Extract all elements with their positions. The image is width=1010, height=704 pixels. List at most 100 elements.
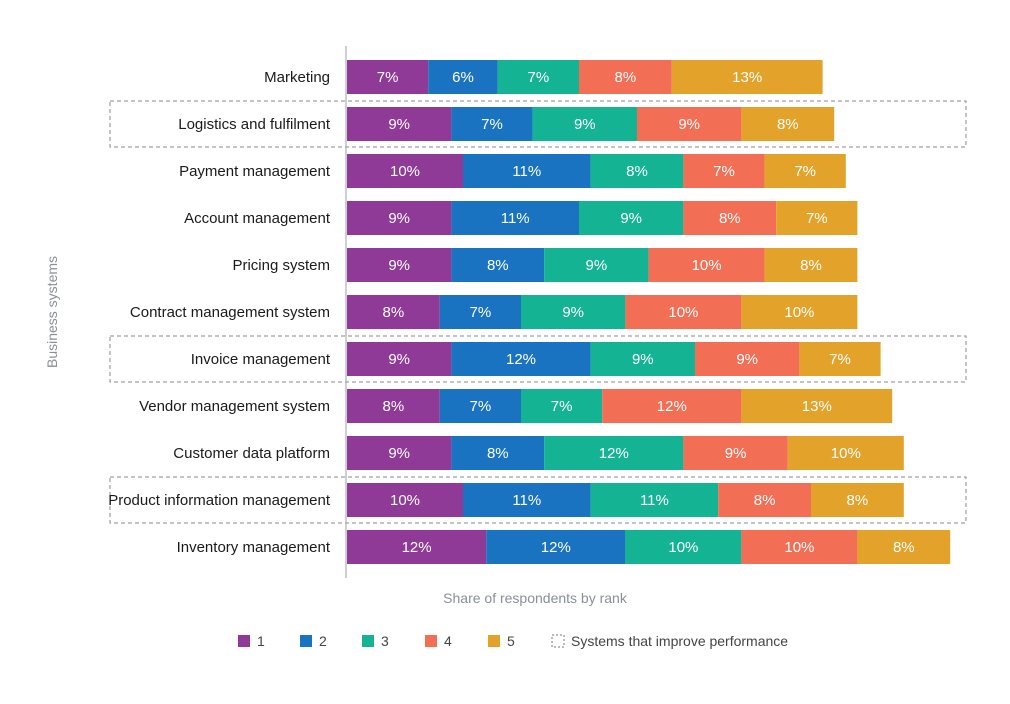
data-label: 9%	[388, 445, 410, 462]
data-label: 12%	[402, 539, 432, 556]
category-label: Customer data platform	[173, 445, 330, 462]
bar-segment	[637, 107, 742, 141]
data-label: 11%	[512, 492, 541, 509]
data-label: 7%	[377, 69, 399, 86]
bar-segment	[497, 60, 579, 94]
bar-segment	[521, 295, 626, 329]
category-label: Marketing	[264, 69, 330, 86]
bar-segment	[625, 530, 742, 564]
bar-segment	[347, 342, 452, 376]
category-label: Invoice management	[191, 351, 331, 368]
data-label: 9%	[388, 351, 410, 368]
bar-segment	[451, 342, 591, 376]
bar-segment	[741, 295, 858, 329]
highlight-box	[109, 335, 967, 383]
data-label: 8%	[893, 539, 915, 556]
bar-segment	[741, 389, 893, 423]
bar-segment	[764, 154, 846, 188]
legend-swatch	[362, 635, 374, 647]
bar-segment	[683, 436, 788, 470]
bar-segment	[741, 107, 835, 141]
bars: 7% 6% 7% 8% 13% 9% 7% 9% 9% 8% 10% 11% 8% 7% 7% 9% 11% 9%…	[347, 60, 951, 564]
data-label: 7%	[713, 163, 735, 180]
bar-segment	[463, 483, 591, 517]
data-label: 8%	[847, 492, 869, 509]
bar-segment	[776, 201, 858, 235]
bar-segment	[347, 295, 440, 329]
data-label: 10%	[390, 163, 420, 180]
category-label: Inventory management	[177, 539, 331, 556]
bar-segment	[579, 60, 672, 94]
data-label: 13%	[802, 398, 832, 415]
bar-segment	[347, 530, 487, 564]
bar-segment	[347, 248, 452, 282]
data-label: 10%	[668, 539, 698, 556]
data-label: 11%	[501, 210, 530, 227]
bar-segment	[590, 342, 695, 376]
data-label: 9%	[388, 116, 410, 133]
data-label: 9%	[574, 116, 596, 133]
bar-segment	[347, 107, 452, 141]
data-label: 12%	[599, 445, 629, 462]
bar-segment	[347, 60, 429, 94]
data-label: 7%	[481, 116, 503, 133]
data-label: 8%	[777, 116, 799, 133]
data-label: 10%	[390, 492, 420, 509]
highlight-box	[109, 100, 967, 148]
data-label: 7%	[528, 69, 550, 86]
legend-label: 4	[444, 633, 452, 649]
bar-segment	[347, 201, 452, 235]
bar-segment	[463, 154, 591, 188]
bar-segment	[439, 295, 521, 329]
x-axis-title: Share of respondents by rank	[443, 590, 628, 606]
bar-segment	[451, 436, 545, 470]
data-label: 8%	[754, 492, 776, 509]
bar-segment	[532, 107, 637, 141]
bar-segment	[347, 389, 440, 423]
data-label: 8%	[615, 69, 637, 86]
bar-segment	[521, 389, 603, 423]
category-label: Logistics and fulfilment	[178, 116, 331, 133]
bar-segment	[579, 201, 684, 235]
bar-segment	[544, 248, 649, 282]
data-label: 10%	[831, 445, 861, 462]
bar-segment	[428, 60, 498, 94]
data-label: 10%	[784, 304, 814, 321]
bar-segment	[787, 436, 904, 470]
data-label: 8%	[800, 257, 822, 274]
legend-swatch	[238, 635, 250, 647]
data-label: 9%	[388, 257, 410, 274]
category-label: Payment management	[179, 163, 331, 180]
data-label: 7%	[829, 351, 851, 368]
bar-segment	[857, 530, 951, 564]
highlight-box	[109, 476, 967, 524]
bar-segment	[602, 389, 742, 423]
bar-segment	[811, 483, 904, 517]
data-label: 8%	[487, 445, 509, 462]
data-label: 11%	[640, 492, 669, 509]
legend-highlight-swatch	[551, 634, 565, 648]
bar-segment	[439, 389, 521, 423]
y-axis-title: Business systems	[44, 256, 60, 368]
data-label: 10%	[668, 304, 698, 321]
data-label: 9%	[620, 210, 642, 227]
bar-segment	[347, 483, 463, 517]
legend-label: 2	[319, 633, 327, 649]
highlight-boxes	[109, 100, 967, 524]
bar-segment	[799, 342, 881, 376]
bar-segment	[718, 483, 811, 517]
data-label: 8%	[383, 304, 405, 321]
data-label: 12%	[541, 539, 571, 556]
data-label: 8%	[626, 163, 648, 180]
legend-label: 3	[381, 633, 389, 649]
data-label: 9%	[736, 351, 758, 368]
bar-segment	[451, 107, 533, 141]
category-label: Vendor management system	[139, 398, 330, 415]
bar-segment	[741, 530, 858, 564]
data-label: 7%	[470, 398, 492, 415]
legend-label: 1	[257, 633, 265, 649]
data-label: 7%	[551, 398, 573, 415]
data-label: 10%	[692, 257, 722, 274]
